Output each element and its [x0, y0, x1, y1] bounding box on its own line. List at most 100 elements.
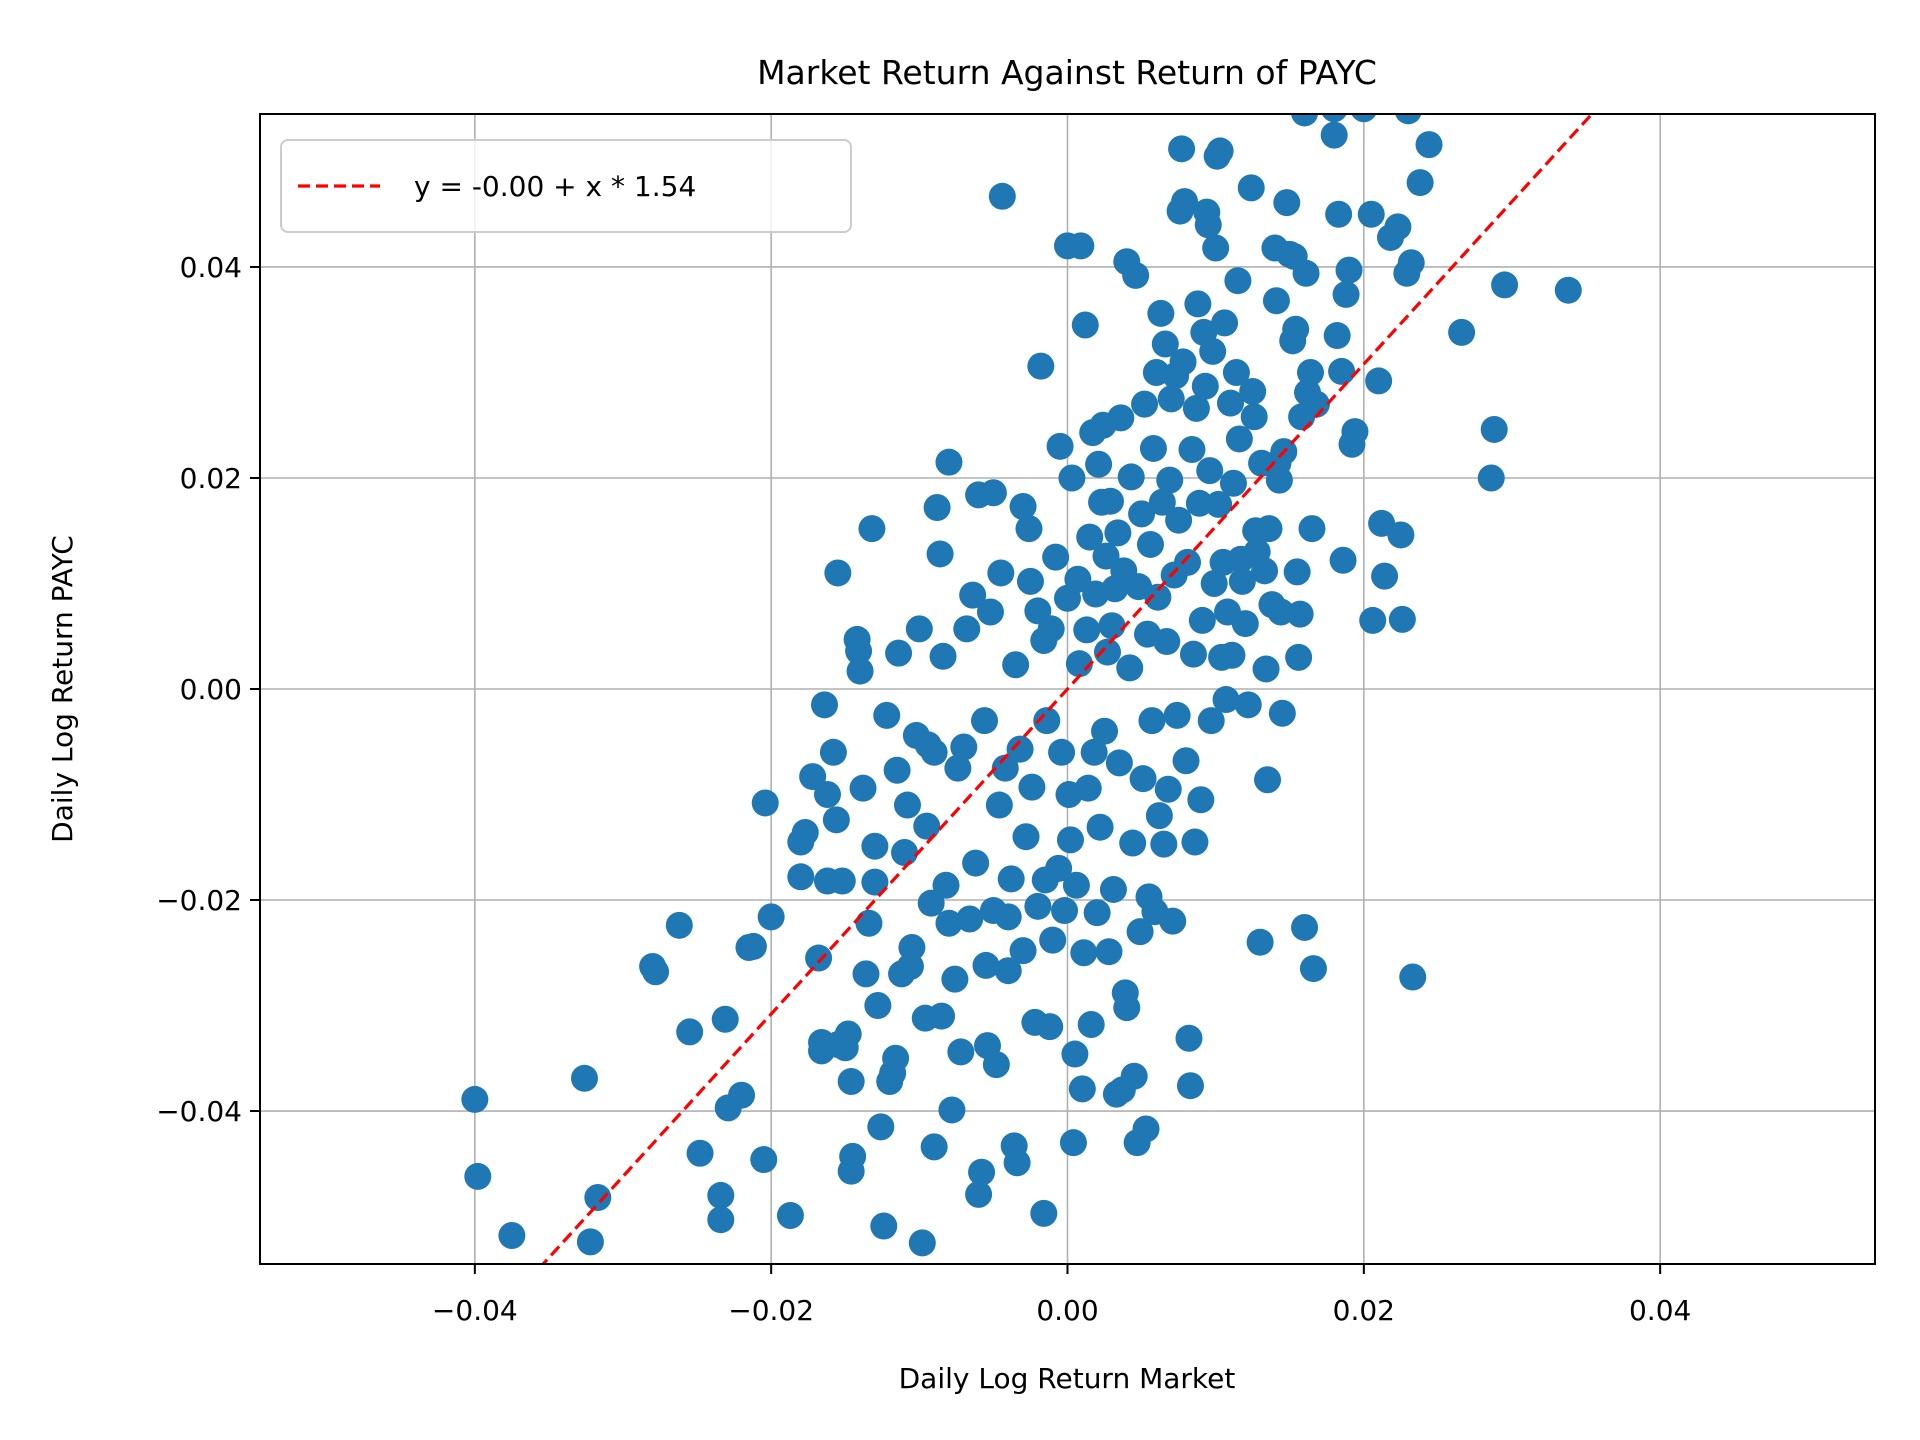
data-point	[1138, 707, 1166, 735]
data-point	[707, 1206, 735, 1234]
data-point	[1058, 464, 1086, 492]
data-point	[1323, 322, 1351, 350]
data-point	[1251, 557, 1279, 585]
data-point	[751, 789, 779, 817]
data-point	[997, 865, 1025, 893]
data-point	[845, 637, 873, 665]
data-point	[1105, 749, 1133, 777]
data-point	[1388, 605, 1416, 633]
data-point	[1302, 390, 1330, 418]
data-point	[962, 849, 990, 877]
data-point	[1200, 569, 1228, 597]
data-point	[1341, 418, 1369, 446]
y-axis-ticks: −0.04 −0.02 0.00 0.02 0.04	[156, 251, 260, 1128]
data-point	[1299, 955, 1327, 983]
data-point	[1086, 813, 1114, 841]
data-point	[1237, 174, 1265, 202]
data-point	[1104, 519, 1132, 547]
data-point	[1273, 189, 1301, 217]
data-point	[1027, 352, 1055, 380]
data-point	[1206, 137, 1234, 165]
data-point	[1080, 738, 1108, 766]
data-point	[1064, 565, 1092, 593]
data-point	[994, 903, 1022, 931]
data-point	[1172, 747, 1200, 775]
x-tick-label: −0.04	[432, 1294, 518, 1327]
data-point	[1030, 1199, 1058, 1227]
data-point	[1182, 394, 1210, 422]
data-point	[1197, 707, 1225, 735]
data-point	[1144, 583, 1172, 611]
data-point	[891, 839, 919, 867]
data-point	[1132, 1115, 1160, 1143]
data-point	[1129, 765, 1157, 793]
data-point	[1159, 907, 1187, 935]
data-point	[1255, 515, 1283, 543]
data-point	[1012, 823, 1040, 851]
data-point	[1178, 436, 1206, 464]
legend-label: y = -0.00 + x * 1.54	[414, 170, 696, 203]
data-point	[1171, 188, 1199, 216]
data-point	[1268, 699, 1296, 727]
data-point	[1051, 897, 1079, 925]
data-point	[846, 657, 874, 685]
data-point	[686, 1139, 714, 1167]
data-point	[1212, 686, 1240, 714]
data-point	[1073, 616, 1101, 644]
data-point	[1351, 114, 1377, 123]
data-point	[1018, 773, 1046, 801]
data-point	[923, 494, 951, 522]
data-point	[750, 1146, 778, 1174]
data-point	[1148, 488, 1176, 516]
data-point	[1016, 567, 1044, 595]
data-point	[1174, 548, 1202, 576]
data-point	[935, 909, 963, 937]
data-point	[1107, 404, 1135, 432]
data-point	[1252, 655, 1280, 683]
data-point	[1181, 828, 1209, 856]
data-point	[707, 1181, 735, 1209]
data-point	[1218, 641, 1246, 669]
data-point	[1415, 131, 1443, 159]
data-point	[1163, 701, 1191, 729]
data-point	[1002, 651, 1030, 679]
data-point	[1291, 913, 1319, 941]
data-point	[1074, 774, 1102, 802]
x-axis-ticks: −0.04 −0.02 0.00 0.02 0.04	[432, 1264, 1691, 1327]
data-point	[959, 581, 987, 609]
x-tick-label: −0.02	[728, 1294, 814, 1327]
data-point	[1448, 318, 1476, 346]
data-point	[898, 933, 926, 961]
data-point	[1384, 213, 1412, 241]
data-point	[665, 911, 693, 939]
data-point	[1009, 492, 1037, 520]
data-point	[1099, 875, 1127, 903]
data-point	[979, 479, 1007, 507]
data-point	[1039, 926, 1067, 954]
data-point	[1128, 500, 1156, 528]
x-tick-label: 0.00	[1036, 1294, 1098, 1327]
data-point	[858, 515, 886, 543]
data-point	[905, 615, 933, 643]
data-point	[1371, 562, 1399, 590]
x-tick-label: 0.04	[1629, 1294, 1691, 1327]
data-point	[1176, 1072, 1204, 1100]
data-point	[1228, 567, 1256, 595]
data-point	[982, 1051, 1010, 1079]
data-point	[956, 905, 984, 933]
data-point	[1188, 606, 1216, 634]
data-point	[1092, 542, 1120, 570]
data-point	[728, 1081, 756, 1109]
data-point	[1298, 515, 1326, 543]
data-point	[928, 1002, 956, 1030]
data-point	[1205, 490, 1233, 518]
data-point	[570, 1064, 598, 1092]
data-point	[920, 738, 948, 766]
legend-box	[280, 139, 852, 233]
data-point	[1117, 463, 1145, 491]
data-point	[822, 806, 850, 834]
data-point	[1061, 1040, 1089, 1068]
data-point	[1145, 802, 1173, 830]
data-point	[1199, 337, 1227, 365]
